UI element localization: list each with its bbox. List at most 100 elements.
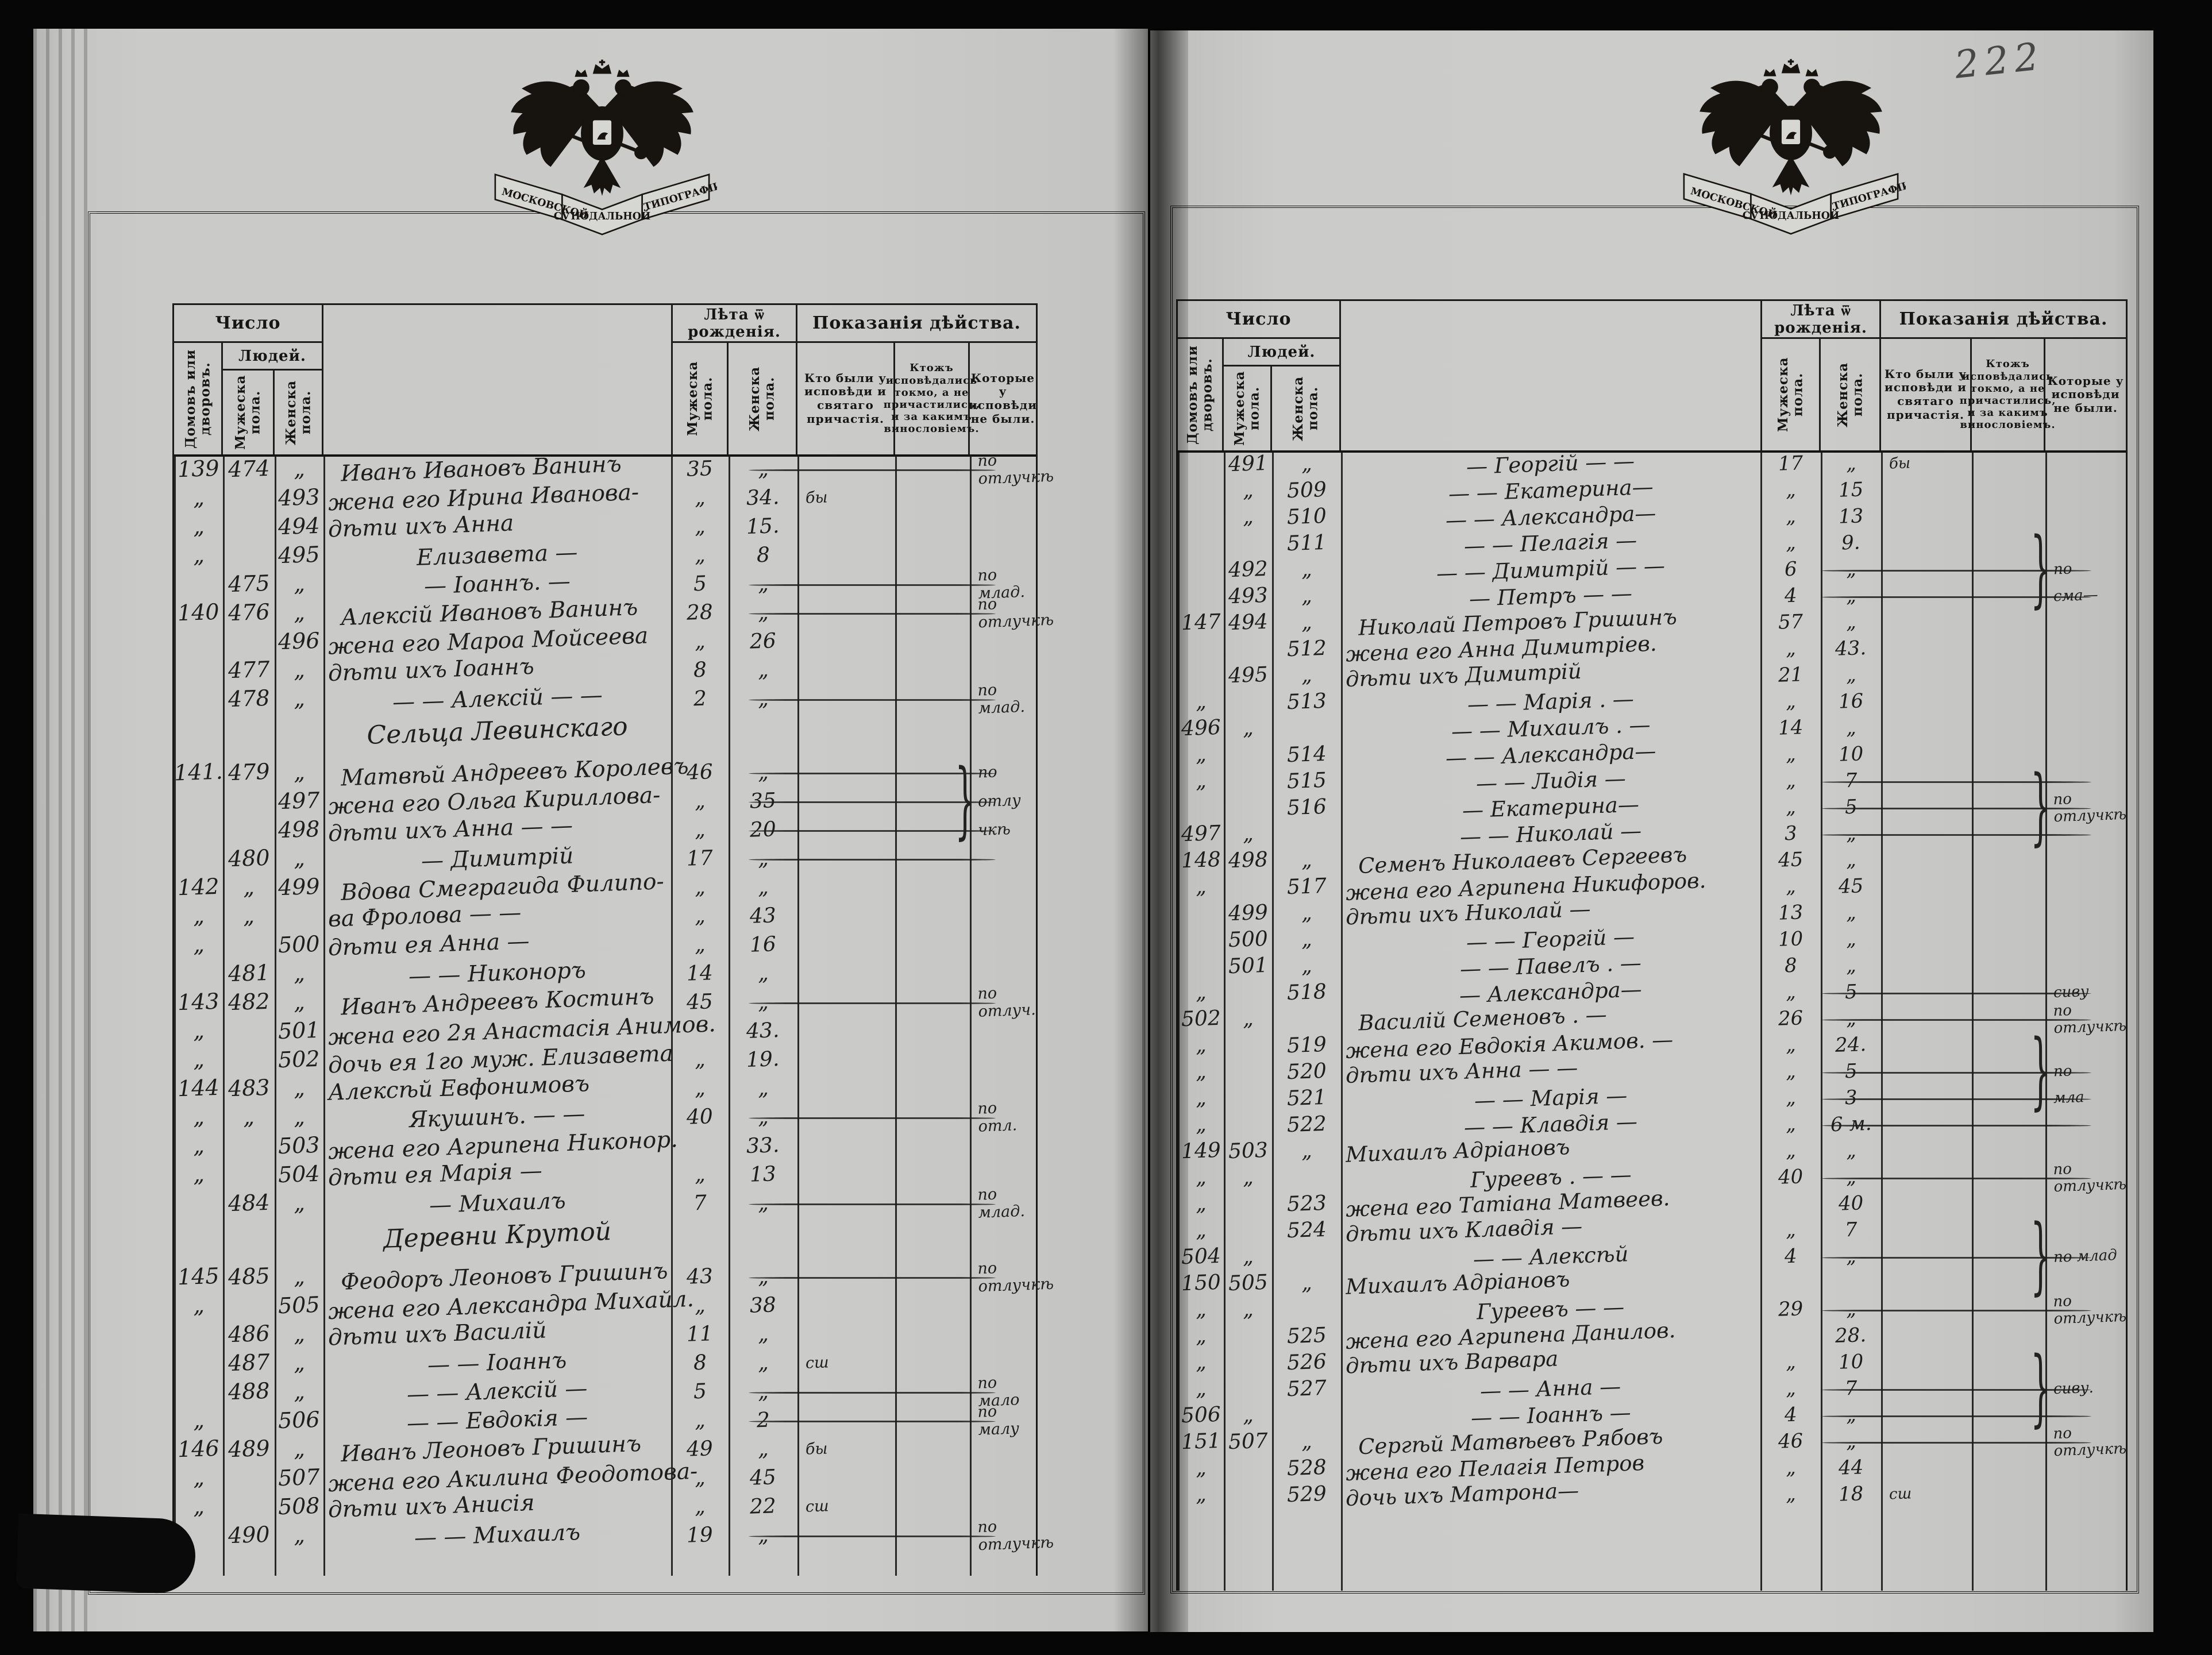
- cell-person-number-male: 501: [1227, 953, 1269, 978]
- cell-age-female: „: [1845, 1139, 1857, 1163]
- cell-name: — — Іоаннъ: [427, 1347, 568, 1378]
- cell-house-number: „: [1194, 1059, 1207, 1083]
- cell-age-female: 3: [1844, 1086, 1858, 1110]
- cell-person-number-male: [1224, 741, 1272, 767]
- header-male-count: Мужеска пола.: [1224, 367, 1272, 450]
- cell-person-number-female: „: [1300, 663, 1313, 687]
- ink-rule: [1821, 1019, 2091, 1021]
- ink-rule: [1821, 1388, 2091, 1391]
- brace: }: [2030, 1023, 2051, 1120]
- cell-note-absent: [2045, 715, 2126, 741]
- table-row: „ 520 дѣти ихъ Анна — — „ 5} по: [1178, 1023, 2126, 1120]
- cell-person-number-male: [223, 1463, 275, 1492]
- cell-name: — — Анна —: [1479, 1374, 1622, 1403]
- cell-age-female: „: [1845, 1429, 1857, 1453]
- cell-age-male: „: [1785, 636, 1797, 661]
- cell-note-confessed-only: [895, 655, 970, 684]
- cell-person-number-male: [223, 786, 275, 815]
- cell-house-number: [174, 684, 223, 713]
- cell-house-number: 148: [1180, 847, 1221, 873]
- cell-note-confessed: [1881, 556, 1972, 582]
- cell-person-number-male: 491: [1227, 451, 1269, 476]
- cell-age-female: „: [757, 760, 769, 784]
- cell-note-absent: [970, 844, 1036, 873]
- cell-house-number: „: [1194, 1297, 1207, 1321]
- cell-age-male: 3: [1783, 821, 1798, 846]
- cell-person-number-male: 478: [227, 685, 271, 712]
- folio-number: 222: [1952, 34, 2047, 87]
- cell-person-number-male: [223, 930, 275, 959]
- cell-person-number-male: 494: [1227, 609, 1269, 635]
- cell-note-absent: по отлуч.: [977, 984, 1036, 1021]
- cell-note-absent: по отлучкѣ: [2052, 1293, 2127, 1328]
- cell-house-number: 146: [177, 1435, 220, 1463]
- cell-house-number: [1178, 503, 1224, 530]
- cell-name: жена его Агрипена Никонор.: [327, 1126, 679, 1165]
- cell-note-confessed-only: [1972, 477, 2045, 503]
- cell-person-number-male: [223, 627, 275, 655]
- cell-age-female: 20: [749, 817, 777, 842]
- cell-house-number: „: [1194, 1324, 1207, 1348]
- cell-person-number-male: [1224, 979, 1272, 1005]
- cell-age-male: 7: [692, 1191, 707, 1215]
- table-row: „ 501 жена его 2я Анастасія Анимов. 43.: [174, 1010, 1036, 1051]
- cell-note-confessed-only: [1972, 873, 2045, 900]
- cell-person-number-male: 500: [1227, 927, 1269, 952]
- cell-name: ва Фролова — —: [327, 899, 522, 932]
- table-row: 506 „ — — Іоаннъ — 4 „: [1178, 1400, 2126, 1430]
- cell-person-number-female: 497: [278, 787, 321, 815]
- cell-person-number-male: [1224, 873, 1272, 900]
- cell-age-female: „: [757, 961, 769, 985]
- cell-note-confessed: [797, 541, 895, 569]
- cell-person-number-female: „: [292, 1190, 306, 1216]
- cell-house-number: 143: [177, 988, 220, 1016]
- cell-age-male: „: [693, 904, 706, 928]
- cell-name: — — Алексѣй: [1473, 1241, 1629, 1272]
- table-row: „ 495 Елизавета — „ 8: [174, 539, 1036, 571]
- cell-person-number-female: „: [292, 456, 306, 482]
- cell-house-number: „: [1194, 1165, 1207, 1189]
- cell-age-male: „: [693, 485, 706, 510]
- cell-note-confessed: [797, 1074, 895, 1102]
- cell-note-confessed: [797, 1377, 895, 1406]
- cell-name: Алексій Ивановъ Ванинъ: [340, 594, 638, 631]
- cell-note-confessed-only: [895, 1463, 970, 1492]
- cell-age-male: 19: [686, 1522, 714, 1548]
- table-row: 491 „ — Георгій — — 17 „ бы: [1178, 448, 2126, 479]
- cell-note-absent: по отлучкѣ: [2052, 1425, 2127, 1460]
- cell-person-number-female: „: [1300, 610, 1313, 634]
- cell-name: — — Екатерина—: [1448, 474, 1654, 506]
- cell-age-male: „: [1785, 874, 1797, 898]
- cell-note-confessed-only: [895, 1492, 970, 1521]
- cell-note-confessed-only: [895, 598, 970, 627]
- cell-note-absent: [2045, 662, 2126, 688]
- cell-note-confessed: [797, 1463, 895, 1492]
- cell-person-number-female: 512: [1286, 636, 1327, 661]
- cell-note-confessed: [1881, 741, 1972, 767]
- table-row: 139 474 „ Иванъ Ивановъ Ванинъ 35 „ по отлучкѣ: [174, 451, 1054, 488]
- cell-note-confessed: [797, 1160, 895, 1189]
- register-table-left: Число Домовъ или дворовъ. Людей. Мужеска…: [172, 303, 1054, 1576]
- cell-house-number: 140: [177, 599, 220, 626]
- table-row: 500 „ — — Георгій — 10 „: [1178, 924, 2126, 954]
- cell-house-number: 497: [1180, 821, 1221, 846]
- cell-note-absent: по млад.: [977, 681, 1026, 717]
- cell-house-number: [1178, 582, 1224, 609]
- cell-name: жена его 2я Анастасія Анимов.: [327, 1010, 716, 1051]
- cell-house-number: „: [1194, 874, 1207, 898]
- column-line: [1821, 450, 1822, 1591]
- cell-age-female: 15: [1838, 478, 1864, 502]
- cell-person-number-male: [223, 1131, 275, 1160]
- table-row: „ 525 жена его Агрипена Данилов. 28.: [1178, 1317, 2126, 1353]
- cell-age-male: „: [1785, 980, 1797, 1004]
- table-row: 480 „ — Димитрій 17 „: [174, 843, 1036, 874]
- cell-age-female: „: [1845, 557, 1857, 581]
- table-row: „ 528 жена его Пелагія Петров „ 44: [1178, 1450, 2126, 1485]
- header-absent: Которые у исповѣди не были.: [968, 371, 1038, 426]
- table-row: „ „ ва Фролова — — „ 43: [174, 899, 1036, 932]
- cell-note-confessed: [1881, 820, 1972, 847]
- cell-house-number: „: [1194, 1376, 1207, 1401]
- cell-person-number-female: „: [292, 1263, 306, 1290]
- cell-person-number-female: [275, 901, 323, 930]
- cell-note-confessed-only: [1972, 1296, 2045, 1322]
